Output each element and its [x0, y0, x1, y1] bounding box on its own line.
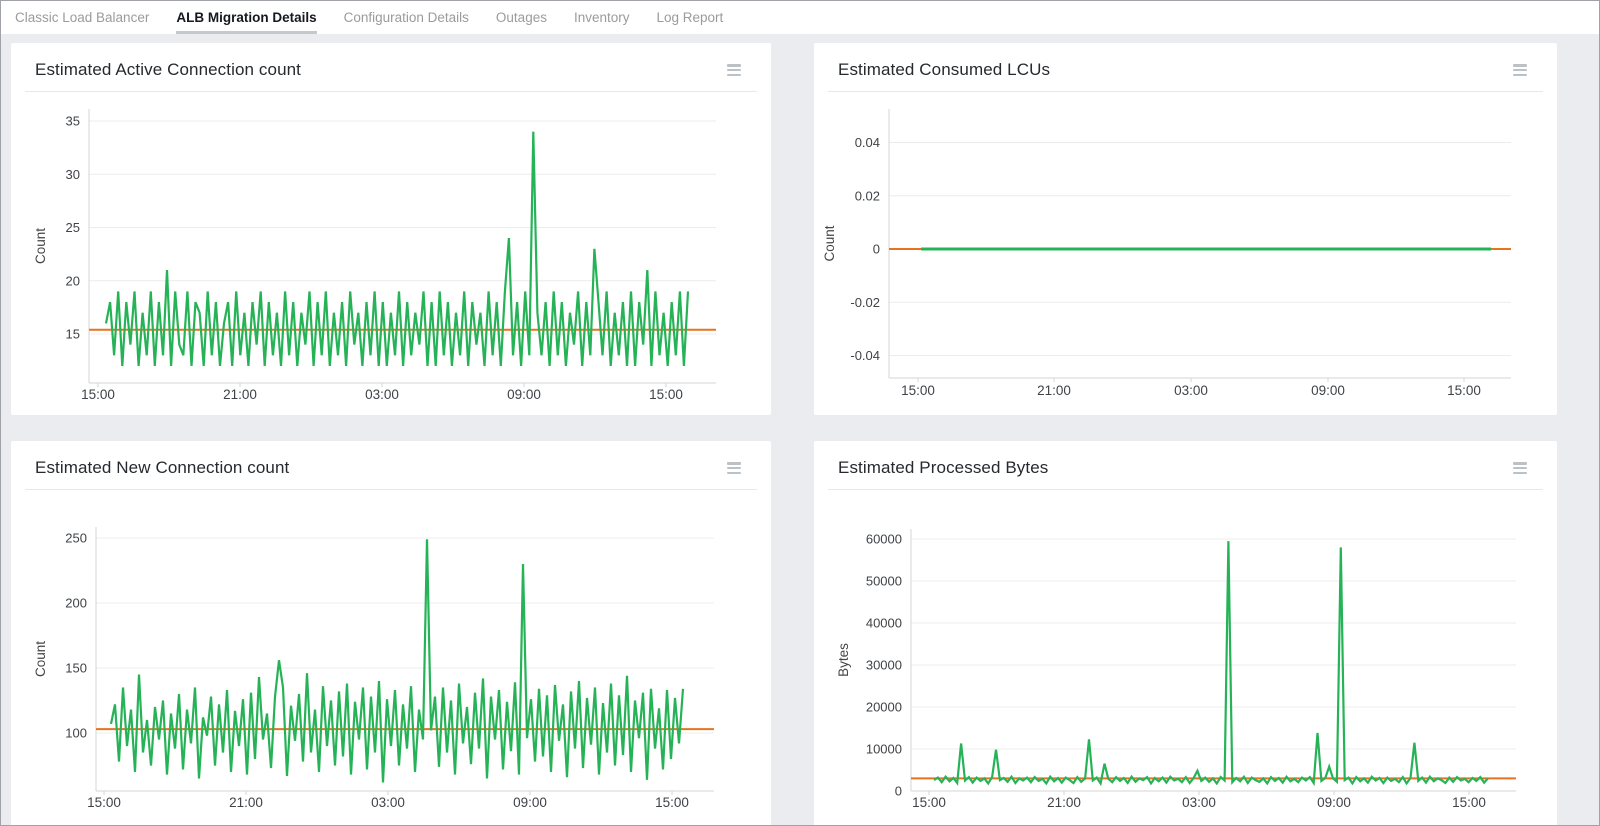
y-axis-tick-label: 10000 — [866, 742, 902, 757]
y-axis-title: Count — [822, 225, 837, 261]
chart-panel-estimated-consumed-lcus: Estimated Consumed LCUs -0.04 -0.02 0 0.02 0… — [814, 43, 1557, 415]
x-axis-tick-label: 21:00 — [1047, 795, 1081, 810]
series-line — [109, 539, 685, 783]
chart-panel-estimated-active-connection-count: Estimated Active Connection count 15 20 25… — [11, 43, 771, 415]
tab-classic-load-balancer[interactable]: Classic Load Balancer — [15, 9, 150, 25]
panel-header: Estimated Active Connection count — [11, 43, 771, 91]
tab-log-report[interactable]: Log Report — [656, 9, 724, 25]
chart-canvas: 100 150 200 250 15:00 21:00 03:00 09:00 15:00 Cou… — [33, 527, 714, 810]
tab-inventory[interactable]: Inventory — [573, 9, 630, 25]
y-axis-tick-label: 0 — [873, 242, 880, 257]
tab-configuration-details[interactable]: Configuration Details — [343, 9, 469, 25]
x-axis-tick-label: 15:00 — [81, 387, 115, 402]
x-axis-tick-label: 15:00 — [655, 795, 689, 810]
y-axis-tick-label: 0 — [895, 784, 902, 799]
x-axis-tick-label: 03:00 — [1174, 383, 1208, 398]
series-line — [104, 131, 690, 367]
hamburger-menu-icon[interactable] — [1513, 63, 1529, 77]
chart-canvas: -0.04 -0.02 0 0.02 0.04 15:00 21:00 03:00 09:00 1… — [822, 109, 1511, 398]
y-axis-title: Count — [33, 641, 48, 677]
hamburger-menu-icon[interactable] — [727, 63, 743, 77]
x-axis-tick-label: 15:00 — [912, 795, 946, 810]
panel-divider — [828, 91, 1543, 92]
y-axis-tick-label: -0.02 — [850, 295, 880, 310]
panel-header: Estimated New Connection count — [11, 441, 771, 489]
x-axis-tick-label: 21:00 — [1037, 383, 1071, 398]
x-axis-tick-label: 21:00 — [229, 795, 263, 810]
panel-header: Estimated Processed Bytes — [814, 441, 1557, 489]
hamburger-menu-icon[interactable] — [727, 461, 743, 475]
panel-divider — [828, 489, 1543, 490]
y-axis-title: Count — [33, 228, 48, 264]
chart-canvas: 0 10000 20000 30000 40000 50000 60000 15:00 21:0… — [836, 529, 1516, 810]
x-axis-tick-label: 09:00 — [1311, 383, 1345, 398]
y-axis-tick-label: 15 — [66, 327, 80, 342]
series-line — [933, 541, 1489, 787]
chart-panel-estimated-processed-bytes: Estimated Processed Bytes 0 10000 20000 300… — [814, 441, 1557, 825]
y-axis-tick-label: 50000 — [866, 574, 902, 589]
y-axis-tick-label: -0.04 — [850, 348, 880, 363]
panel-title: Estimated Processed Bytes — [838, 458, 1049, 477]
x-axis-tick-label: 15:00 — [87, 795, 121, 810]
hamburger-menu-icon[interactable] — [1513, 461, 1529, 475]
y-axis-tick-label: 100 — [65, 726, 87, 741]
y-axis-tick-label: 60000 — [866, 532, 902, 547]
panel-divider — [25, 489, 757, 490]
x-axis-tick-label: 15:00 — [1452, 795, 1486, 810]
y-axis-tick-label: 150 — [65, 661, 87, 676]
y-axis-title: Bytes — [836, 643, 851, 677]
x-axis-tick-label: 15:00 — [649, 387, 683, 402]
y-axis-tick-label: 25 — [66, 220, 80, 235]
x-axis-tick-label: 09:00 — [507, 387, 541, 402]
panel-title: Estimated Active Connection count — [35, 60, 302, 79]
panel-header: Estimated Consumed LCUs — [814, 43, 1557, 91]
y-axis-tick-label: 35 — [66, 114, 80, 129]
panel-divider — [25, 91, 757, 92]
x-axis-tick-label: 09:00 — [513, 795, 547, 810]
y-axis-tick-label: 20 — [66, 273, 80, 288]
y-axis-tick-label: 40000 — [866, 616, 902, 631]
y-axis-tick-label: 250 — [65, 531, 87, 546]
x-axis-tick-label: 03:00 — [1182, 795, 1216, 810]
x-axis-tick-label: 15:00 — [1447, 383, 1481, 398]
x-axis-tick-label: 03:00 — [371, 795, 405, 810]
chart-panel-estimated-new-connection-count: Estimated New Connection count 100 150 200… — [11, 441, 771, 825]
tab-outages[interactable]: Outages — [495, 9, 547, 25]
y-axis-tick-label: 200 — [65, 596, 87, 611]
tab-alb-migration-details[interactable]: ALB Migration Details — [176, 1, 317, 34]
x-axis-tick-label: 03:00 — [365, 387, 399, 402]
x-axis-tick-label: 09:00 — [1317, 795, 1351, 810]
tab-bar: Classic Load Balancer ALB Migration Detai… — [1, 1, 1599, 34]
y-axis-tick-label: 0.02 — [855, 188, 880, 203]
chart-canvas: 15 20 25 30 35 15:00 21:00 03:00 09:00 15:00 Count — [33, 109, 716, 402]
panel-title: Estimated New Connection count — [35, 458, 290, 477]
y-axis-tick-label: 30 — [66, 167, 80, 182]
x-axis-tick-label: 21:00 — [223, 387, 257, 402]
y-axis-tick-label: 0.04 — [855, 135, 880, 150]
y-axis-tick-label: 20000 — [866, 700, 902, 715]
panel-title: Estimated Consumed LCUs — [838, 60, 1051, 79]
x-axis-tick-label: 15:00 — [901, 383, 935, 398]
y-axis-tick-label: 30000 — [866, 658, 902, 673]
